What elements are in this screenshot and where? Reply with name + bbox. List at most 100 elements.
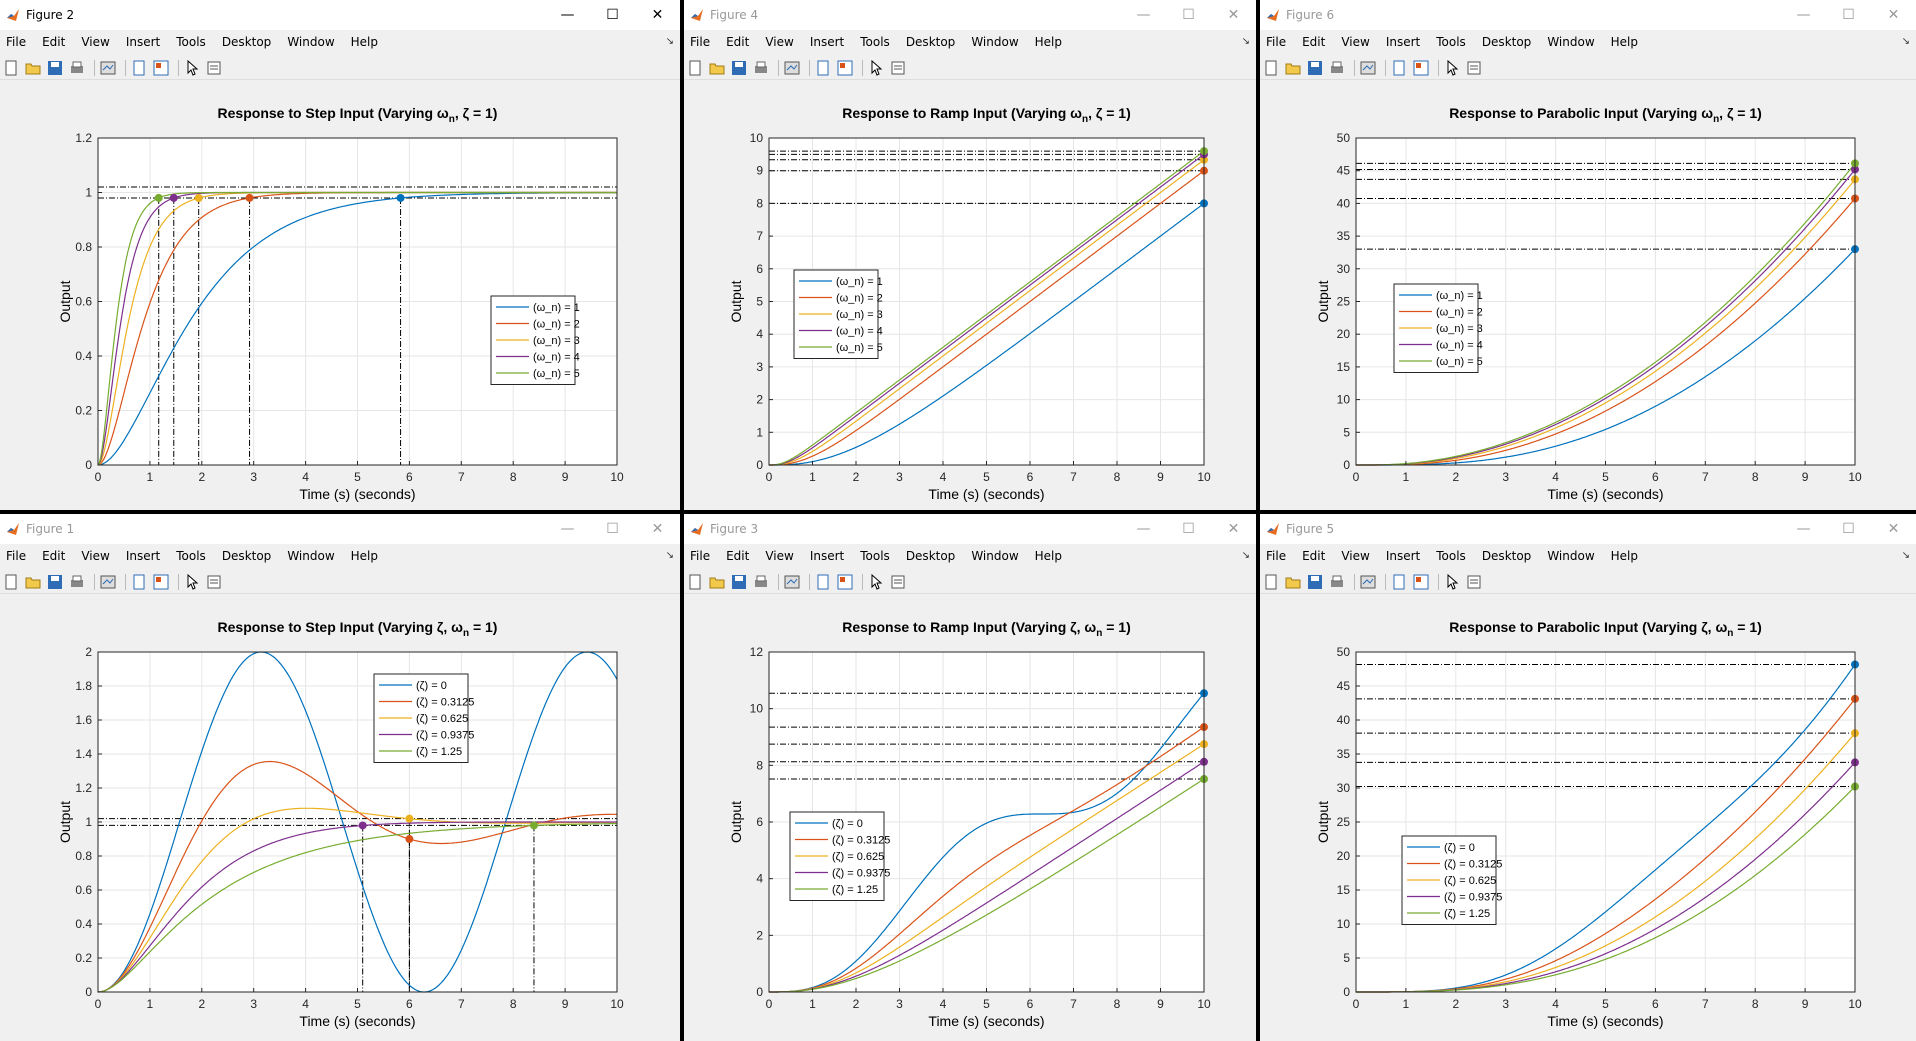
legend[interactable]: (ζ) = 0 (ζ) = 0.3125 (ζ) = 0.625 (ζ) = 0.93… <box>1401 835 1502 925</box>
dock-arrow-icon[interactable]: ↘ <box>1901 550 1910 561</box>
close-button[interactable]: ✕ <box>1227 521 1240 537</box>
menu-tools[interactable]: Tools <box>176 35 206 49</box>
menu-help[interactable]: Help <box>1610 35 1638 49</box>
figure-window-fig4[interactable]: Figure 4 — ☐ ✕ File Edit View Insert Tools Deskto… <box>684 0 1256 510</box>
menu-desktop[interactable]: Desktop <box>1481 35 1532 49</box>
open-file-icon[interactable] <box>708 573 726 591</box>
print-icon[interactable] <box>1328 573 1346 591</box>
menu-window[interactable]: Window <box>971 35 1019 49</box>
menu-window[interactable]: Window <box>287 35 335 49</box>
save-icon[interactable] <box>730 573 748 591</box>
new-figure-icon[interactable] <box>686 573 704 591</box>
menu-desktop[interactable]: Desktop <box>905 549 956 563</box>
new-figure-icon[interactable] <box>1262 59 1280 77</box>
menu-edit[interactable]: Edit <box>42 549 66 563</box>
menu-help[interactable]: Help <box>350 549 378 563</box>
menu-insert[interactable]: Insert <box>1385 549 1421 563</box>
title-bar[interactable]: Figure 1 — ☐ ✕ <box>0 514 680 544</box>
save-icon[interactable] <box>1306 59 1324 77</box>
dock-arrow-icon[interactable]: ↘ <box>665 36 674 47</box>
show-toolbox-icon[interactable] <box>836 573 854 591</box>
title-bar[interactable]: Figure 6 — ☐ ✕ <box>1260 0 1916 30</box>
maximize-button[interactable]: ☐ <box>606 7 619 23</box>
pointer-icon[interactable] <box>1443 59 1461 77</box>
menu-edit[interactable]: Edit <box>726 549 750 563</box>
menu-desktop[interactable]: Desktop <box>905 35 956 49</box>
new-figure-icon[interactable] <box>2 573 20 591</box>
figure-window-fig2[interactable]: Figure 2 — ☐ ✕ File Edit View Insert Tools Deskto… <box>0 0 680 510</box>
menu-view[interactable]: View <box>765 35 794 49</box>
link-plot-icon[interactable] <box>783 573 801 591</box>
pointer-icon[interactable] <box>183 573 201 591</box>
figure-window-fig5[interactable]: Figure 5 — ☐ ✕ File Edit View Insert Tools Deskto… <box>1260 514 1916 1041</box>
link-plot-icon[interactable] <box>99 59 117 77</box>
save-icon[interactable] <box>46 59 64 77</box>
close-button[interactable]: ✕ <box>651 7 664 23</box>
maximize-button[interactable]: ☐ <box>1842 7 1855 23</box>
figure-window-fig6[interactable]: Figure 6 — ☐ ✕ File Edit View Insert Tools Deskto… <box>1260 0 1916 510</box>
link-plot-icon[interactable] <box>1359 573 1377 591</box>
figure-window-fig1[interactable]: Figure 1 — ☐ ✕ File Edit View Insert Tools Deskto… <box>0 514 680 1041</box>
legend[interactable]: (ω_n) = 1 (ω_n) = 2 (ω_n) = 3 (ω_n) = 4 (ω_n… <box>490 295 580 385</box>
menu-file[interactable]: File <box>690 549 711 563</box>
dock-arrow-icon[interactable]: ↘ <box>665 550 674 561</box>
menu-file[interactable]: File <box>1266 35 1287 49</box>
title-bar[interactable]: Figure 4 — ☐ ✕ <box>684 0 1256 30</box>
legend[interactable]: (ω_n) = 1 (ω_n) = 2 (ω_n) = 3 (ω_n) = 4 (ω_n… <box>1393 283 1483 373</box>
print-icon[interactable] <box>752 59 770 77</box>
property-inspector-icon[interactable] <box>1465 59 1483 77</box>
menu-view[interactable]: View <box>81 549 110 563</box>
title-bar[interactable]: Figure 2 — ☐ ✕ <box>0 0 680 30</box>
menu-tools[interactable]: Tools <box>1436 35 1466 49</box>
show-toolbox-icon[interactable] <box>1412 59 1430 77</box>
menu-desktop[interactable]: Desktop <box>221 35 272 49</box>
new-figure-icon[interactable] <box>686 59 704 77</box>
open-file-icon[interactable] <box>24 573 42 591</box>
open-file-icon[interactable] <box>1284 573 1302 591</box>
hide-toolbox-icon[interactable] <box>814 573 832 591</box>
menu-desktop[interactable]: Desktop <box>1481 549 1532 563</box>
print-icon[interactable] <box>1328 59 1346 77</box>
menu-help[interactable]: Help <box>350 35 378 49</box>
legend[interactable]: (ω_n) = 1 (ω_n) = 2 (ω_n) = 3 (ω_n) = 4 (ω_n… <box>793 269 883 359</box>
minimize-button[interactable]: — <box>560 7 575 23</box>
menu-view[interactable]: View <box>1341 35 1370 49</box>
menu-help[interactable]: Help <box>1034 35 1062 49</box>
pointer-icon[interactable] <box>183 59 201 77</box>
hide-toolbox-icon[interactable] <box>814 59 832 77</box>
hide-toolbox-icon[interactable] <box>1390 573 1408 591</box>
minimize-button[interactable]: — <box>1136 521 1151 537</box>
show-toolbox-icon[interactable] <box>836 59 854 77</box>
print-icon[interactable] <box>752 573 770 591</box>
save-icon[interactable] <box>1306 573 1324 591</box>
pointer-icon[interactable] <box>867 59 885 77</box>
property-inspector-icon[interactable] <box>1465 573 1483 591</box>
pointer-icon[interactable] <box>1443 573 1461 591</box>
title-bar[interactable]: Figure 5 — ☐ ✕ <box>1260 514 1916 544</box>
open-file-icon[interactable] <box>1284 59 1302 77</box>
pointer-icon[interactable] <box>867 573 885 591</box>
open-file-icon[interactable] <box>24 59 42 77</box>
link-plot-icon[interactable] <box>99 573 117 591</box>
menu-tools[interactable]: Tools <box>860 549 890 563</box>
menu-view[interactable]: View <box>765 549 794 563</box>
menu-window[interactable]: Window <box>971 549 1019 563</box>
title-bar[interactable]: Figure 3 — ☐ ✕ <box>684 514 1256 544</box>
menu-help[interactable]: Help <box>1610 549 1638 563</box>
minimize-button[interactable]: — <box>1796 521 1811 537</box>
show-toolbox-icon[interactable] <box>1412 573 1430 591</box>
menu-tools[interactable]: Tools <box>176 549 206 563</box>
show-toolbox-icon[interactable] <box>152 573 170 591</box>
menu-edit[interactable]: Edit <box>42 35 66 49</box>
menu-insert[interactable]: Insert <box>809 549 845 563</box>
menu-insert[interactable]: Insert <box>1385 35 1421 49</box>
menu-edit[interactable]: Edit <box>1302 549 1326 563</box>
hide-toolbox-icon[interactable] <box>1390 59 1408 77</box>
menu-insert[interactable]: Insert <box>125 35 161 49</box>
show-toolbox-icon[interactable] <box>152 59 170 77</box>
property-inspector-icon[interactable] <box>889 573 907 591</box>
menu-file[interactable]: File <box>6 35 27 49</box>
link-plot-icon[interactable] <box>783 59 801 77</box>
menu-file[interactable]: File <box>6 549 27 563</box>
property-inspector-icon[interactable] <box>889 59 907 77</box>
